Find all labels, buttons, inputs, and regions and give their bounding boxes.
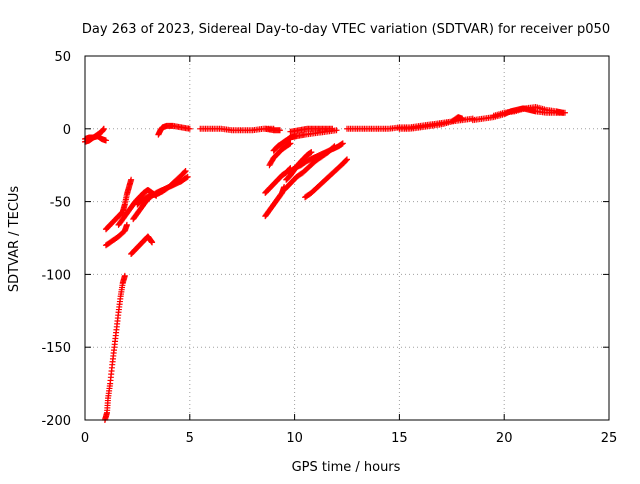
- series-arc-22: [344, 115, 476, 132]
- series-arc-4: [102, 221, 130, 249]
- data-point-marker: [100, 125, 107, 132]
- y-tick-label: -50: [50, 196, 71, 211]
- data-point-marker: [183, 174, 190, 181]
- series-arc-19: [285, 140, 346, 176]
- series-arc-5: [102, 176, 135, 233]
- data-point-marker: [182, 168, 189, 175]
- series-arc-23: [396, 114, 466, 132]
- y-tick-label: 0: [63, 123, 71, 138]
- x-tick-label: 5: [186, 431, 194, 446]
- data-point-marker: [329, 125, 336, 132]
- data-point-marker: [102, 137, 109, 144]
- data-point-marker: [181, 168, 188, 175]
- plot-frame: [84, 55, 610, 421]
- series-arc-10: [155, 122, 193, 138]
- data-point-marker: [559, 109, 566, 116]
- data-point-marker: [128, 176, 135, 183]
- x-tick-label: 10: [286, 431, 303, 446]
- x-tick-label: 25: [601, 431, 618, 446]
- data-point-marker: [339, 140, 346, 147]
- data-point-marker: [343, 157, 350, 164]
- chart-title: Day 263 of 2023, Sidereal Day-to-day VTE…: [82, 22, 610, 37]
- data-point-marker: [308, 149, 315, 156]
- series-arc-16: [270, 127, 340, 154]
- y-tick-label: -200: [41, 414, 71, 429]
- series-arc-21: [287, 125, 336, 135]
- x-tick-label: 20: [496, 431, 513, 446]
- x-tick-label: 0: [81, 431, 89, 446]
- series-arc-13: [262, 184, 288, 220]
- data-point-marker: [121, 272, 128, 279]
- y-tick-label: -100: [41, 268, 71, 283]
- series-arc-14: [262, 165, 294, 196]
- data-point-marker: [149, 239, 156, 246]
- y-axis-label: SDTVAR / TECUs: [7, 186, 22, 293]
- data-point-marker: [186, 125, 193, 132]
- y-tick-label: -150: [41, 341, 71, 356]
- y-tick-label: 50: [54, 50, 71, 65]
- series-arc-3: [101, 272, 128, 423]
- data-point-marker: [333, 127, 340, 134]
- series-arc-9: [134, 168, 189, 208]
- data-point-marker: [123, 221, 130, 228]
- series-arc-25: [490, 103, 566, 119]
- data-point-marker: [344, 156, 350, 163]
- data-point-marker: [459, 115, 466, 122]
- data-point-marker: [287, 140, 294, 147]
- x-axis-label: GPS time / hours: [292, 460, 401, 475]
- series-arc-15: [266, 140, 294, 169]
- series-arc-7: [128, 233, 156, 258]
- series-arc-2: [82, 125, 107, 145]
- data-point-marker: [184, 173, 191, 180]
- data-point-marker: [276, 127, 283, 134]
- x-tick-label: 15: [391, 431, 408, 446]
- data-points: [82, 103, 568, 423]
- series-arc-20: [302, 156, 350, 201]
- series-arc-12: [262, 125, 283, 134]
